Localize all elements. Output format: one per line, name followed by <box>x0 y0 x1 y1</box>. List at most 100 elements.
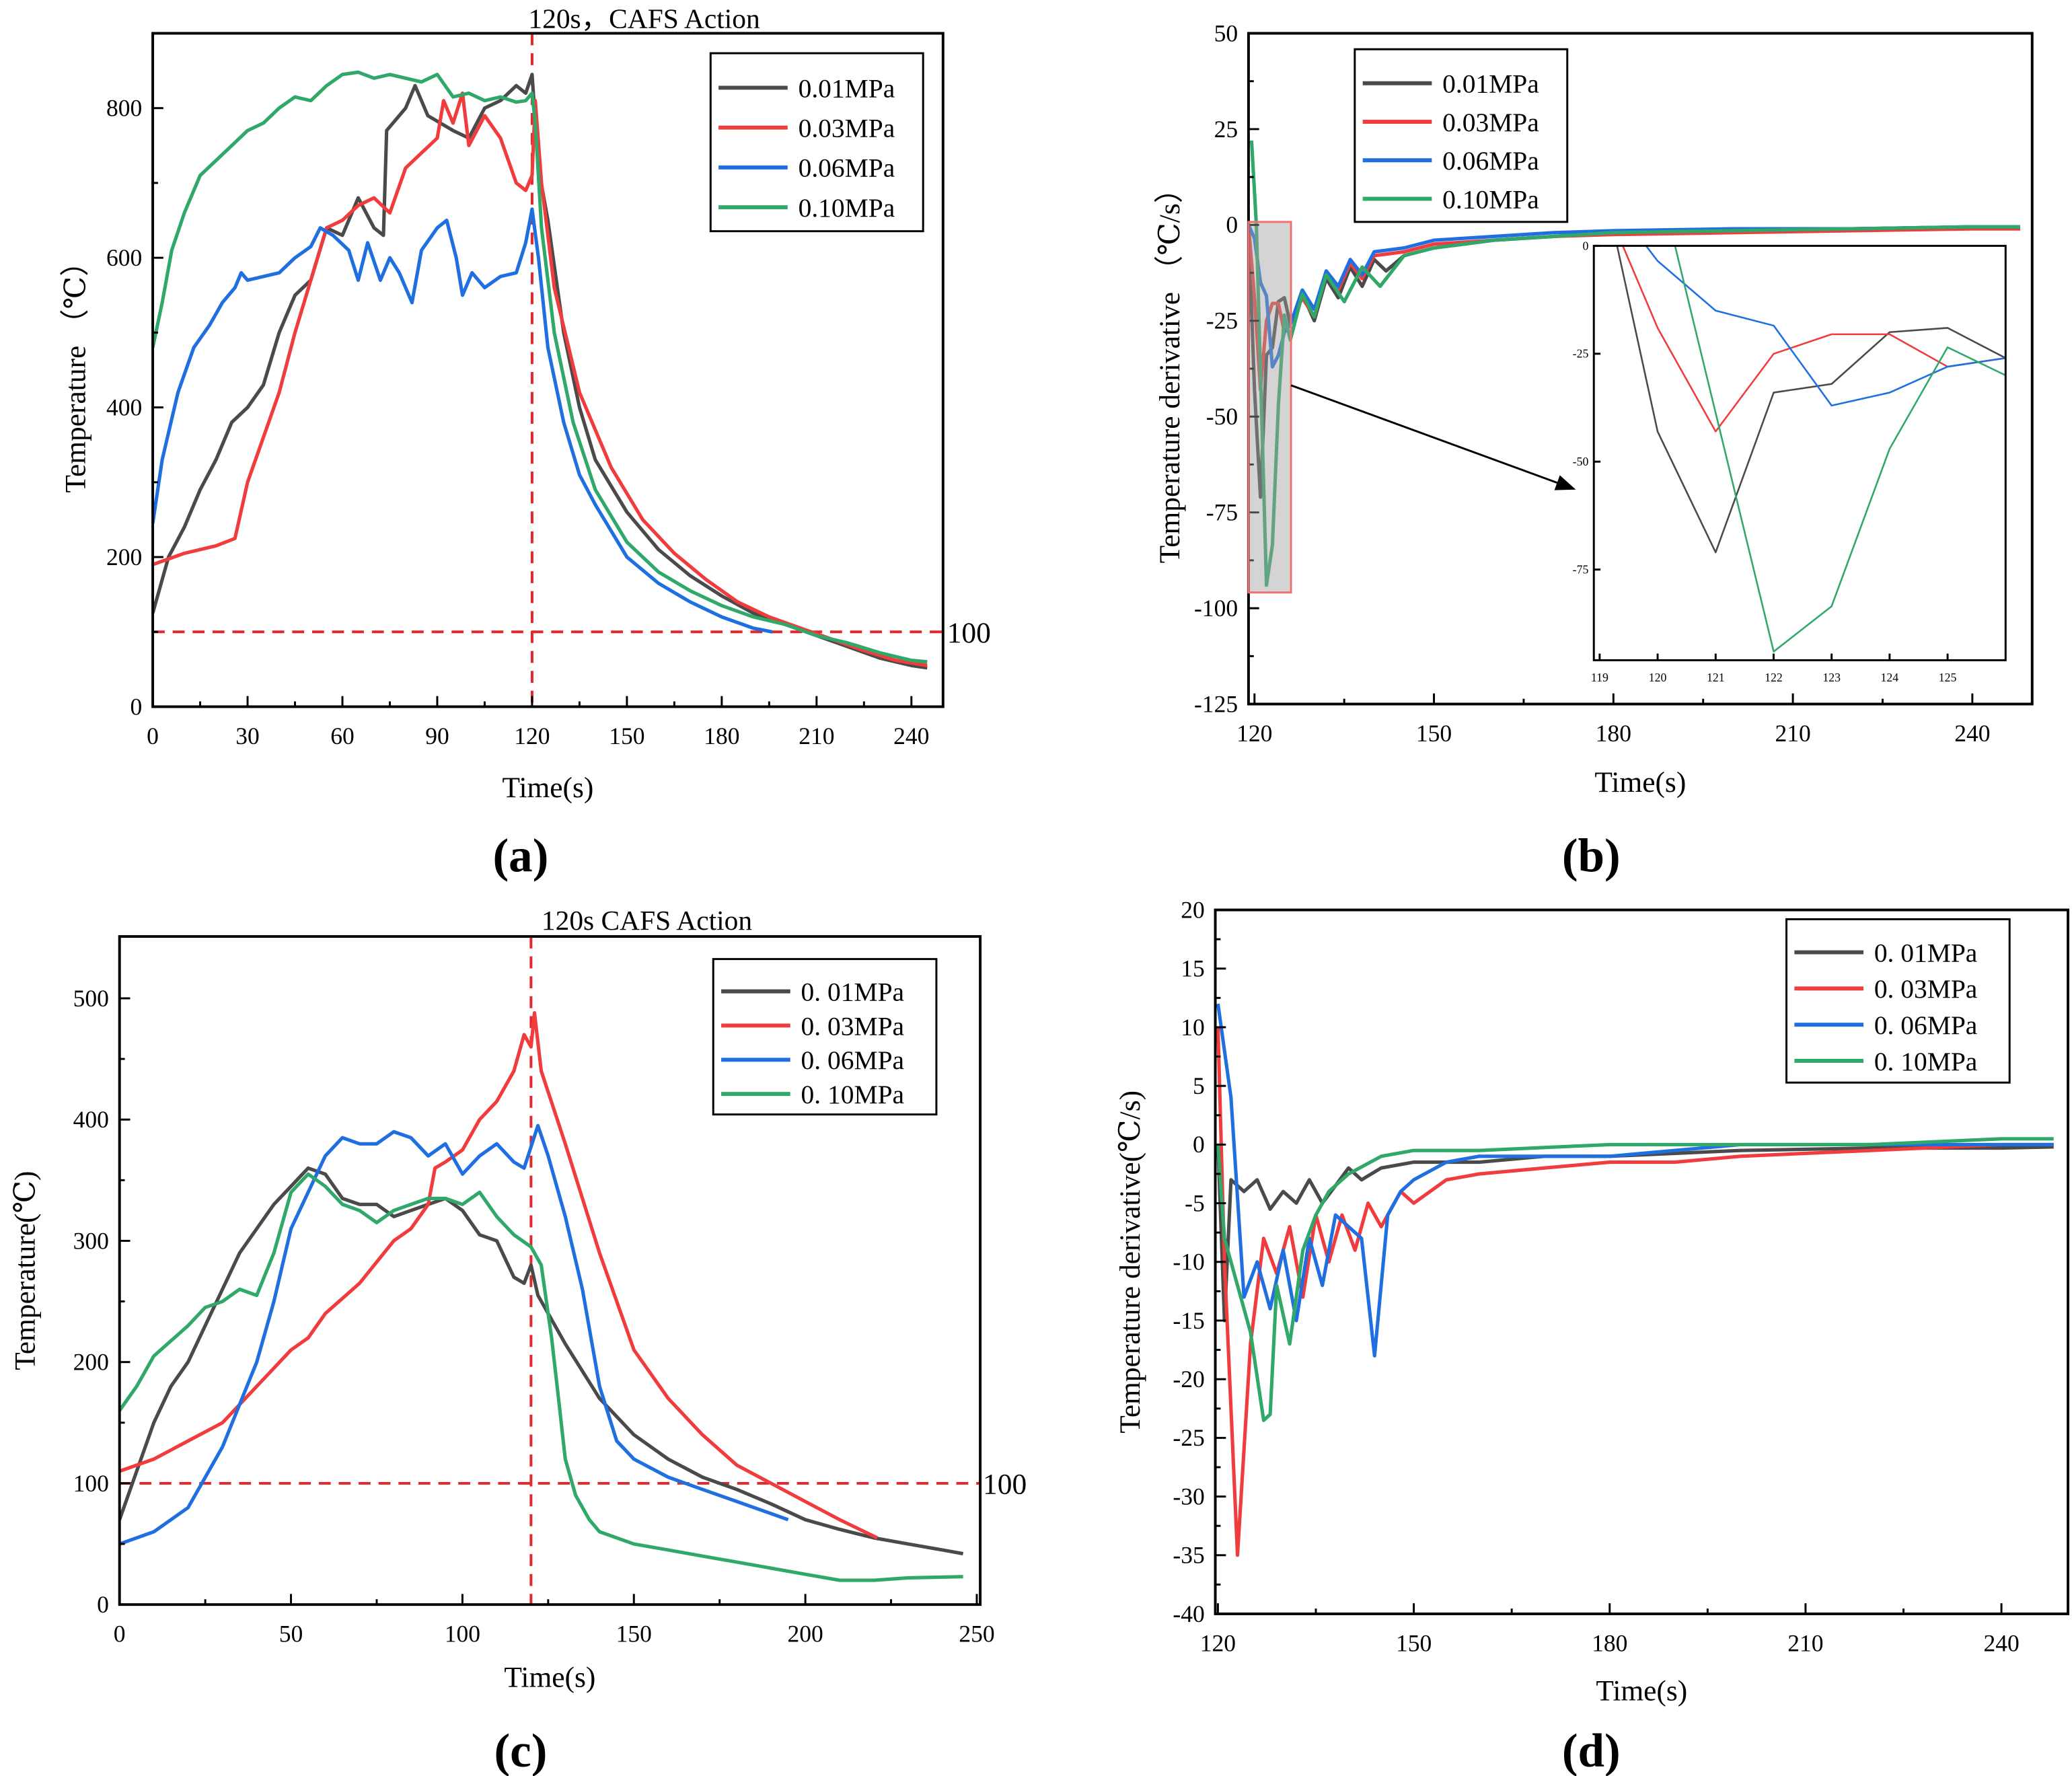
x-tick-label: 121 <box>1707 671 1725 684</box>
y-tick-label: -35 <box>1173 1542 1204 1569</box>
x-axis-label: Time(s) <box>504 1662 595 1694</box>
series-line-0.06MPa <box>119 1123 789 1546</box>
y-tick-label: -40 <box>1173 1600 1204 1627</box>
series-group <box>153 70 928 670</box>
legend-label: 0. 01MPa <box>801 977 905 1006</box>
plot-frame <box>118 935 982 1606</box>
y-tick-label: -50 <box>1573 455 1589 468</box>
y-axis-label: Temperature derivative(℃/s) <box>1114 1090 1146 1434</box>
chart-2: 119 120 121 122 123 124 125 -75 -50 -25 0 <box>1573 239 2007 684</box>
chart-0: 100 0 30 60 90 120 150 180 210 240 0 200 400 600 800 12… <box>59 3 990 883</box>
legend-label: 0. 10MPa <box>1874 1047 1978 1076</box>
legend-box <box>1785 918 2011 1084</box>
series-line-0.10MPa <box>153 70 928 664</box>
chart-3: 100 0 50 100 150 200 250 0 100 200 300 400 500 120s C… <box>9 905 1027 1776</box>
legend-label: 0. 03MPa <box>801 1011 905 1041</box>
x-tick-label: 150 <box>1396 1629 1432 1656</box>
y-tick-label: 0 <box>130 693 142 720</box>
x-tick-label: 60 <box>330 723 355 749</box>
y-tick-label: -15 <box>1173 1307 1204 1334</box>
zoom-highlight-region <box>1247 221 1292 594</box>
y-tick-label: -25 <box>1573 347 1589 361</box>
legend-label: 0. 06MPa <box>1874 1010 1978 1040</box>
y-tick-label: 600 <box>106 244 142 271</box>
panel-label: (a) <box>493 829 549 882</box>
series-line-0.06MPa <box>1645 246 2006 407</box>
x-tick-label: 240 <box>1954 720 1990 747</box>
y-tick-label: -75 <box>1573 563 1589 577</box>
plot-frame <box>151 32 945 708</box>
series-group <box>119 1011 964 1582</box>
x-tick-label: 150 <box>616 1620 652 1647</box>
y-tick-label: -75 <box>1206 499 1238 526</box>
y-tick-label: 500 <box>73 985 109 1012</box>
plot-frame <box>1592 244 2007 661</box>
series-line-0.01MPa <box>119 1166 964 1556</box>
x-tick-label: 200 <box>787 1620 823 1647</box>
y-tick-label: 200 <box>106 544 142 570</box>
legend-box <box>709 52 924 233</box>
y-tick-label: -20 <box>1173 1366 1204 1393</box>
x-tick-label: 90 <box>425 723 449 749</box>
y-tick-label: 400 <box>106 394 142 420</box>
legend-label: 0. 06MPa <box>801 1045 905 1075</box>
x-tick-label: 50 <box>279 1620 303 1647</box>
x-axis-label: Time(s) <box>502 772 593 804</box>
legend-label: 0.03MPa <box>1442 108 1539 137</box>
chart-title: 120s，CAFS Action <box>528 3 760 34</box>
y-tick-label: 100 <box>73 1470 109 1497</box>
series-group <box>1216 1003 2054 1557</box>
y-axis-label: Temperature(℃) <box>9 1171 41 1370</box>
legend-label: 0.01MPa <box>799 73 895 103</box>
y-axis-label: Temperature derivative （℃/s） <box>1154 174 1186 563</box>
y-tick-label: 20 <box>1181 896 1205 923</box>
panel-label: (c) <box>494 1725 548 1776</box>
y-tick-label: 50 <box>1214 20 1238 46</box>
series-line-0.06MPa <box>153 207 773 634</box>
legend-label: 0.10MPa <box>799 193 895 223</box>
ref-hline-label: 100 <box>947 617 991 649</box>
chart-4: 120 150 180 210 240 -40 -35 -30 -25 -20 -15 -10 -5 0 5… <box>1114 896 2070 1776</box>
y-tick-label: -25 <box>1206 307 1238 334</box>
y-tick-label: 10 <box>1181 1014 1205 1041</box>
y-tick-label: -100 <box>1194 595 1238 622</box>
legend: 0.01MPa 0.03MPa 0.06MPa 0.10MPa <box>1354 48 1569 223</box>
legend: 0. 01MPa 0. 03MPa 0. 06MPa 0. 10MPa <box>712 958 938 1116</box>
legend: 0.01MPa 0.03MPa 0.06MPa 0.10MPa <box>709 52 924 233</box>
legend-label: 0.10MPa <box>1442 184 1539 214</box>
y-tick-label: 25 <box>1214 116 1238 143</box>
y-tick-label: -10 <box>1173 1249 1204 1275</box>
legend-label: 0. 01MPa <box>1874 938 1978 967</box>
x-tick-label: 150 <box>609 723 644 749</box>
y-tick-label: 0 <box>1193 1131 1205 1158</box>
series-line-0.03MPa <box>1216 1027 2054 1557</box>
panel-label: (b) <box>1562 829 1621 882</box>
x-tick-label: 120 <box>1236 720 1272 747</box>
x-tick-label: 240 <box>893 723 929 749</box>
y-tick-label: 0 <box>1582 239 1588 252</box>
series-line-0.10MPa <box>1674 246 2006 653</box>
x-tick-label: 123 <box>1822 671 1841 684</box>
panel-label: (d) <box>1562 1725 1621 1776</box>
legend-box <box>1354 48 1569 223</box>
series-line-0.01MPa <box>1216 1144 2054 1323</box>
legend-label: 0.06MPa <box>1442 146 1539 176</box>
legend-box <box>712 958 938 1116</box>
y-tick-label: -125 <box>1194 690 1238 717</box>
x-tick-label: 250 <box>959 1620 994 1647</box>
x-tick-label: 180 <box>1592 1629 1627 1656</box>
x-tick-label: 124 <box>1881 671 1899 684</box>
ref-hline-label: 100 <box>983 1469 1027 1501</box>
x-tick-label: 0 <box>147 723 159 749</box>
x-tick-label: 122 <box>1765 671 1783 684</box>
y-tick-label: -30 <box>1173 1483 1204 1510</box>
x-tick-label: 120 <box>1200 1629 1236 1656</box>
series-line-0.10MPa <box>1249 140 2020 587</box>
zoom-arrow <box>1290 384 1576 490</box>
chart-title: 120s CAFS Action <box>542 905 753 936</box>
y-tick-label: 0 <box>97 1591 109 1618</box>
legend-label: 0.06MPa <box>799 153 895 183</box>
x-tick-label: 0 <box>114 1620 126 1647</box>
y-tick-label: 300 <box>73 1227 109 1254</box>
